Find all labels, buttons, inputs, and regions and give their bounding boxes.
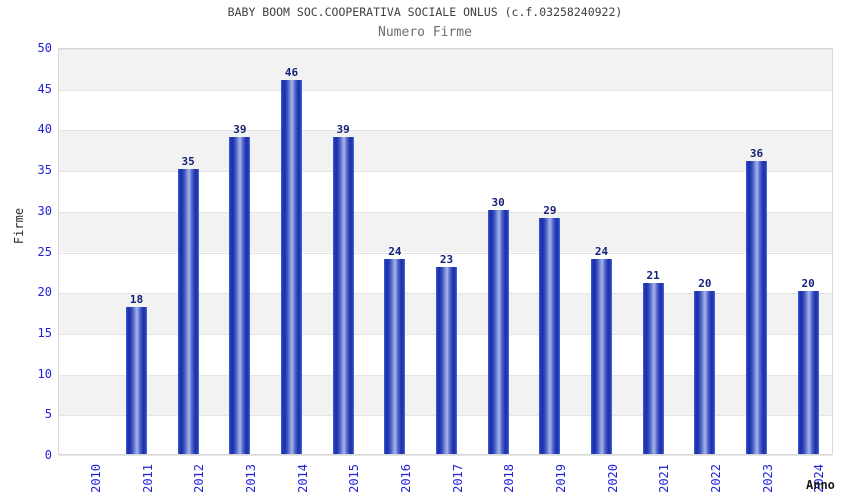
y-axis-tick-label: 35: [37, 163, 52, 178]
y-axis-ticks: 0 5 10 15 20 25 30 35 40 45 50: [0, 41, 52, 462]
plot-area: 18 35 39 46 39 24 23 30 29 24 21 20 36 20: [58, 48, 833, 456]
x-axis-tick-label: 2014: [295, 464, 310, 493]
bar[interactable]: [746, 160, 767, 454]
bar[interactable]: [487, 209, 509, 454]
background-band: [59, 130, 832, 172]
x-axis-tick-label: 2010: [88, 464, 103, 493]
gridline: [59, 211, 832, 213]
bar-value-label: 36: [749, 146, 764, 160]
bar[interactable]: [229, 136, 251, 454]
bar[interactable]: [436, 266, 457, 454]
x-axis-tick-label: 2013: [243, 464, 258, 493]
bar[interactable]: [539, 217, 561, 454]
bar-value-label: 20: [698, 277, 712, 291]
y-axis-tick-label: 10: [37, 366, 52, 381]
x-axis-tick-label: 2017: [450, 464, 465, 493]
gridline: [59, 171, 832, 173]
y-axis-tick-label: 0: [44, 448, 52, 462]
x-axis-ticks: 2010 2011 2012 2013 2014 2015 2016 2017 2018 2019…: [58, 462, 833, 502]
gridline: [59, 130, 832, 132]
y-axis-tick-label: 40: [37, 122, 52, 137]
bar-value-label: 35: [181, 155, 195, 169]
bar-value-label: 46: [284, 65, 299, 79]
gridline: [59, 49, 832, 50]
y-axis-tick-label: 5: [44, 407, 52, 422]
y-axis-tick-label: 25: [37, 244, 52, 259]
bar[interactable]: [384, 258, 406, 454]
gridline: [59, 252, 832, 254]
x-axis-tick-label: 2011: [140, 464, 155, 493]
bar[interactable]: [177, 169, 199, 454]
background-band: [59, 49, 832, 90]
gridline: [59, 89, 832, 91]
bar-value-label: 24: [594, 244, 609, 258]
x-axis-tick-label: 2012: [192, 464, 207, 493]
background-band: [59, 211, 832, 253]
y-axis-title: Firme: [12, 207, 26, 245]
bar-value-label: 29: [543, 203, 557, 217]
y-axis-tick-label: 15: [37, 325, 52, 340]
x-axis-tick-label: 2020: [605, 464, 620, 493]
x-axis-tick-label: 2019: [553, 464, 568, 493]
y-axis-tick-label: 50: [37, 41, 52, 55]
bar-value-label: 18: [129, 293, 144, 307]
chart-title: BABY BOOM SOC.COOPERATIVA SOCIALE ONLUS …: [227, 5, 623, 19]
bar-value-label: 21: [646, 269, 660, 283]
bar-value-label: 39: [233, 122, 247, 136]
x-axis-title: Anno: [806, 478, 835, 492]
x-axis-tick-label: 2016: [398, 464, 413, 493]
bar[interactable]: [797, 291, 819, 454]
y-axis-tick-label: 30: [37, 203, 52, 218]
bar[interactable]: [591, 258, 612, 454]
bar-value-label: 23: [439, 252, 454, 266]
bar-value-label: 30: [491, 195, 505, 209]
x-axis-tick-label: 2022: [708, 464, 723, 493]
x-axis-tick-label: 2021: [657, 464, 672, 493]
chart-subtitle: Numero Firme: [378, 25, 472, 40]
gridline: [59, 455, 832, 456]
bar-value-label: 20: [801, 277, 815, 291]
bar[interactable]: [642, 283, 664, 454]
bar[interactable]: [694, 291, 716, 454]
bar[interactable]: [126, 307, 147, 454]
x-axis-tick-label: 2015: [347, 464, 362, 493]
y-axis-tick-label: 20: [37, 285, 52, 300]
y-axis-tick-label: 45: [37, 81, 52, 96]
bar-value-label: 24: [388, 244, 402, 258]
x-axis-tick-label: 2018: [502, 464, 517, 493]
bar-value-label: 39: [336, 122, 350, 136]
bar[interactable]: [332, 136, 354, 454]
bar[interactable]: [281, 79, 302, 454]
x-axis-tick-label: 2023: [760, 464, 775, 493]
